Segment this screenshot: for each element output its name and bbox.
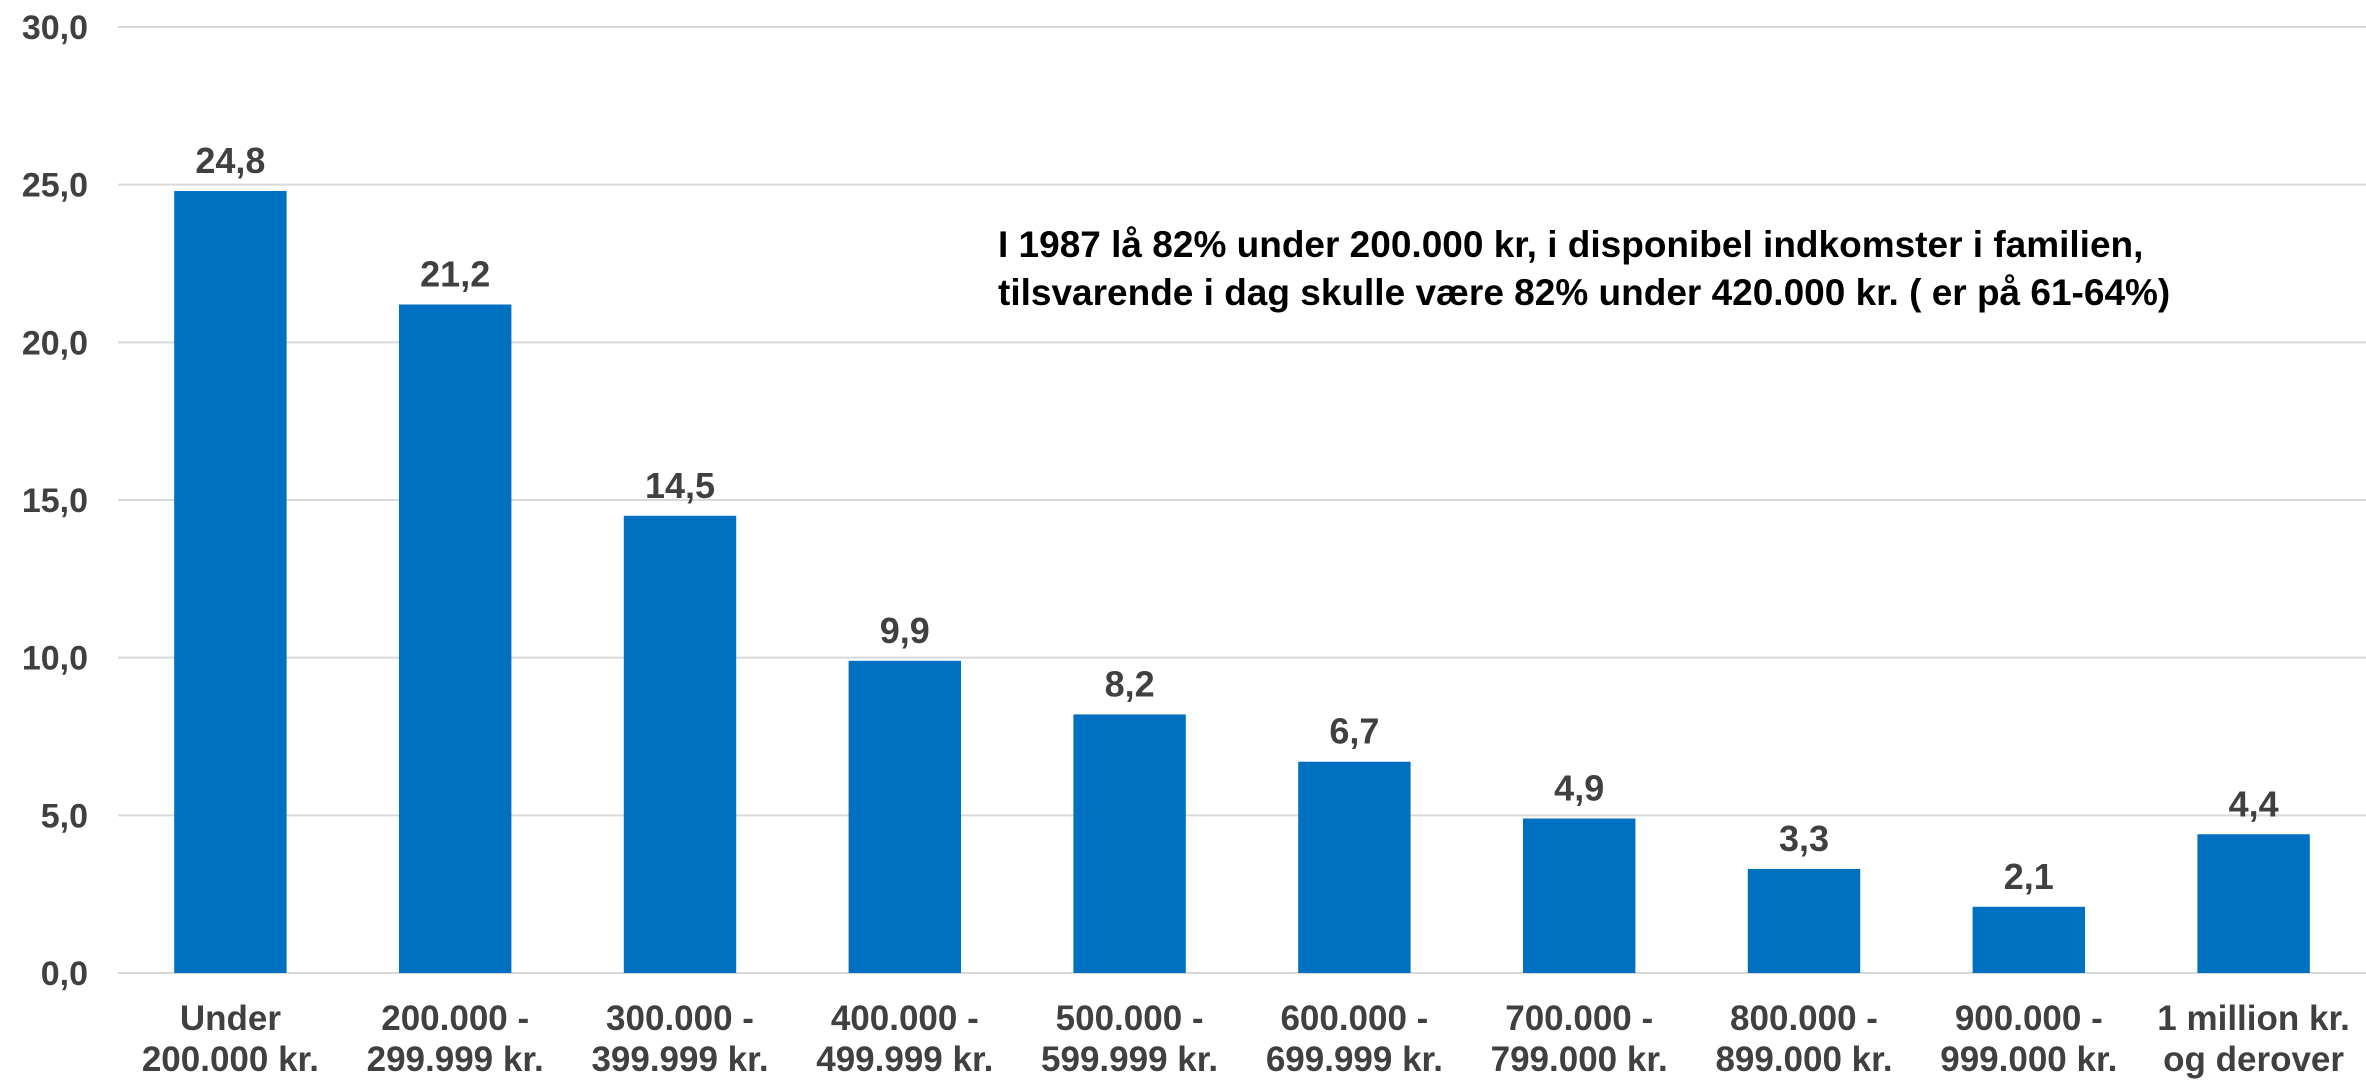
- x-tick-label: 900.000 -: [1955, 999, 2103, 1038]
- x-tick-label: 300.000 -: [606, 999, 754, 1038]
- bar: [1972, 906, 2085, 973]
- bar: [848, 660, 961, 973]
- x-tick-label: 799.000 kr.: [1491, 1040, 1668, 1079]
- bar: [174, 190, 287, 973]
- x-tick-label: 1 million kr.: [2157, 999, 2350, 1038]
- x-tick-label: 800.000 -: [1730, 999, 1878, 1038]
- x-tick-label: 200.000 kr.: [142, 1040, 319, 1079]
- x-tick-label: 700.000 -: [1505, 999, 1653, 1038]
- x-tick-label: 599.999 kr.: [1041, 1040, 1218, 1079]
- y-tick-label: 20,0: [22, 324, 88, 362]
- data-label: 21,2: [420, 253, 490, 294]
- data-label: 6,7: [1329, 711, 1379, 752]
- x-tick-label: 200.000 -: [381, 999, 529, 1038]
- bar: [399, 304, 512, 973]
- data-label: 2,1: [2004, 856, 2054, 897]
- bar: [2197, 834, 2310, 973]
- data-labels: 24,8 21,2 14,5 9,9 8,2 6,7 4,9 3,3 2,1 4,4: [195, 140, 2278, 897]
- data-label: 24,8: [195, 140, 265, 181]
- x-tick-label: 699.999 kr.: [1266, 1040, 1443, 1079]
- bar: [623, 515, 737, 973]
- annotation-line-1: I 1987 lå 82% under 200.000 kr, i dispon…: [998, 224, 2143, 265]
- x-tick-label: 299.999 kr.: [367, 1040, 544, 1079]
- annotation: I 1987 lå 82% under 200.000 kr, i dispon…: [998, 224, 2170, 313]
- y-tick-label: 30,0: [22, 9, 88, 47]
- x-tick-label: 400.000 -: [831, 999, 979, 1038]
- bar: [1523, 818, 1636, 973]
- x-tick-label: 499.999 kr.: [816, 1040, 993, 1079]
- y-tick-label: 10,0: [22, 640, 88, 678]
- data-label: 4,4: [2229, 783, 2279, 824]
- y-tick-label: 25,0: [22, 167, 88, 205]
- data-label: 3,3: [1779, 818, 1829, 859]
- bar: [1747, 868, 1861, 973]
- bar: [1073, 714, 1186, 973]
- data-label: 8,2: [1105, 663, 1155, 704]
- y-axis-ticks: 0,0 5,0 10,0 15,0 20,0 25,0 30,0: [22, 9, 88, 993]
- x-tick-label: og derover: [2163, 1040, 2344, 1079]
- x-tick-label: 899.000 kr.: [1715, 1040, 1892, 1079]
- x-tick-label: 399.999 kr.: [591, 1040, 768, 1079]
- annotation-line-2: tilsvarende i dag skulle være 82% under …: [998, 272, 2170, 313]
- x-tick-label: Under: [180, 999, 282, 1038]
- y-tick-label: 15,0: [22, 482, 88, 520]
- data-label: 9,9: [880, 610, 930, 651]
- x-tick-label: 999.000 kr.: [1940, 1040, 2117, 1079]
- x-tick-label: 500.000 -: [1056, 999, 1204, 1038]
- data-label: 14,5: [645, 465, 715, 506]
- bar: [1298, 761, 1411, 973]
- y-tick-label: 0,0: [41, 955, 88, 993]
- y-tick-label: 5,0: [41, 797, 88, 835]
- x-tick-label: 600.000 -: [1280, 999, 1428, 1038]
- data-label: 4,9: [1554, 767, 1604, 808]
- bars: [174, 190, 2310, 973]
